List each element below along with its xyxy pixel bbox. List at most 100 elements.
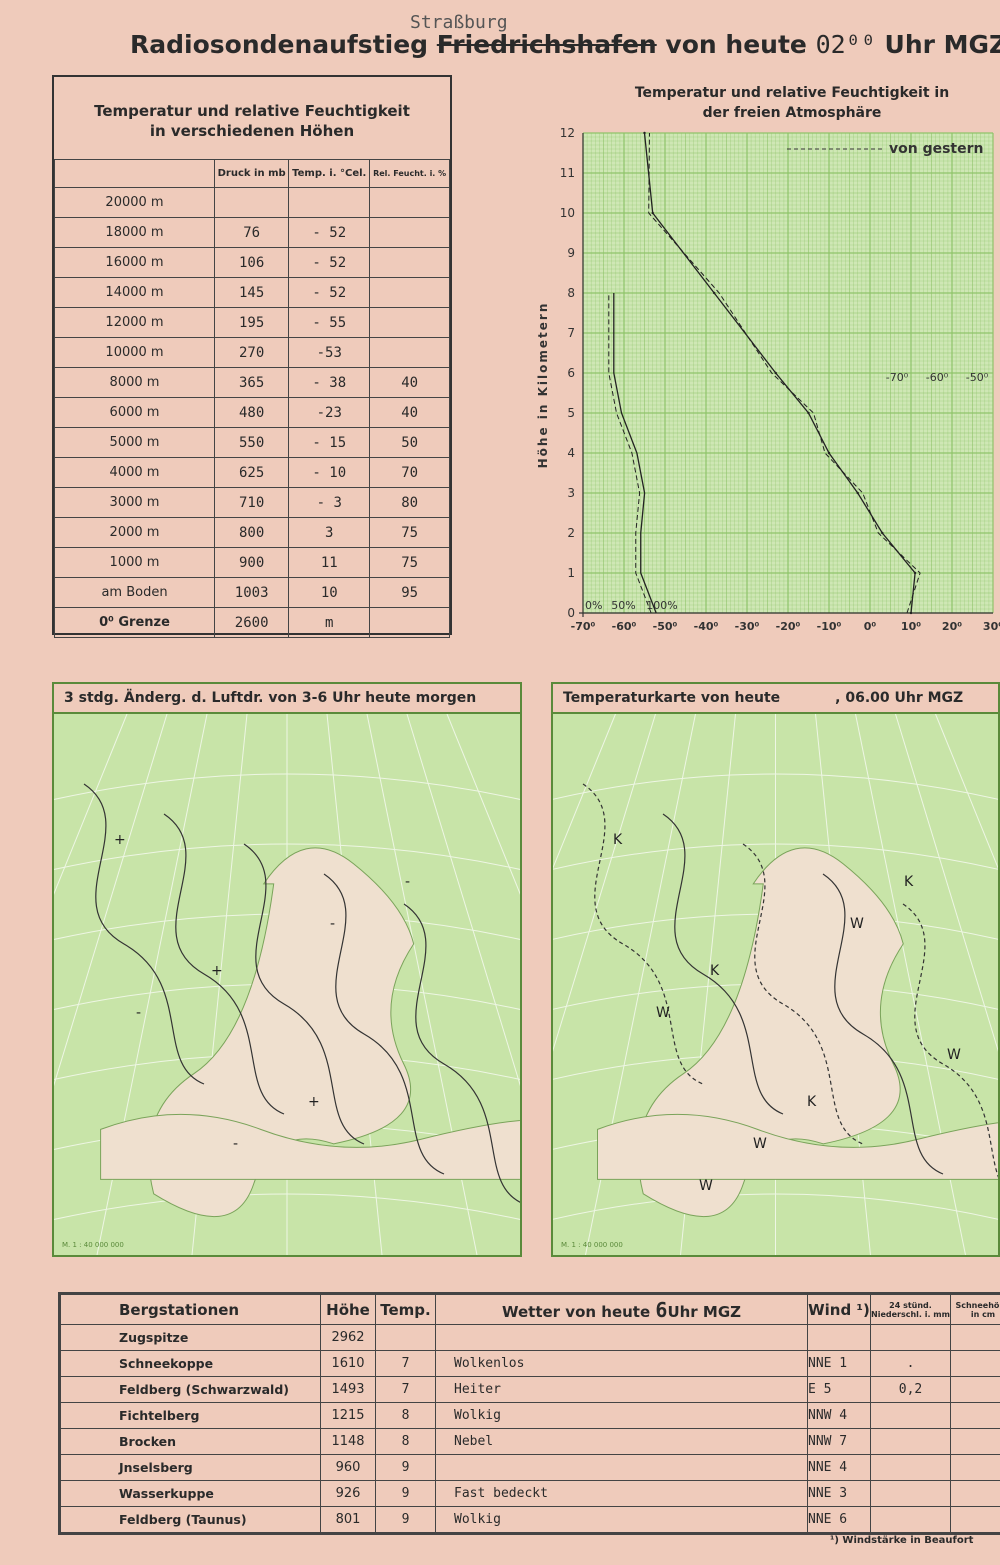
precip-cell <box>870 1324 951 1351</box>
weather-header: Wetter von heute <box>501 1302 651 1321</box>
longitude-line <box>553 713 656 1052</box>
station-name: Feldberg (Schwarzwald) <box>60 1376 321 1403</box>
weather-time-suffix: Uhr MGZ <box>667 1302 742 1321</box>
col-height: Höhe <box>320 1294 376 1325</box>
map-scale: M. 1 : 40 000 000 <box>561 1241 623 1249</box>
snow-cell <box>950 1324 1000 1351</box>
temp-cell: - 52 <box>288 247 371 278</box>
weather-cell: Wolkig <box>435 1402 808 1429</box>
temperature-point <box>827 451 831 455</box>
chart-title: Temperatur und relative Feuchtigkeit in … <box>634 85 950 121</box>
table-row: Jnselsberg 960 9 NNE 4 <box>60 1454 1000 1481</box>
wind-cell: NNE 4 <box>807 1454 871 1481</box>
station-name: Brocken <box>60 1428 321 1455</box>
page-title: Radiosondenaufstieg Friedrichshafen von … <box>130 30 1000 59</box>
radiosonde-table: Temperatur und relative Feuchtigkeit in … <box>52 75 452 638</box>
precip-cell <box>870 1402 951 1429</box>
y-tick-label: 10 <box>560 206 575 220</box>
wind-cell: NNE 3 <box>807 1480 871 1507</box>
station-name: Wasserkuppe <box>60 1480 321 1507</box>
pressure-cell: 710 <box>213 487 290 518</box>
struck-station: Friedrichshafen <box>436 30 657 59</box>
y-axis-label: Höhe in Kilometern <box>536 302 550 469</box>
y-tick-label: 6 <box>567 366 575 380</box>
isoline <box>662 813 784 1115</box>
temperature-point <box>651 211 654 215</box>
isoline <box>582 783 704 1085</box>
weather-cell: Nebel <box>435 1428 808 1455</box>
temp-cell: 8 <box>375 1402 436 1429</box>
map-label: - <box>233 1136 238 1152</box>
temperature-point <box>713 291 716 295</box>
pressure-map-svg: + + + - - - - <box>54 713 520 1255</box>
precip-cell: . <box>870 1350 951 1377</box>
pressure-map-title: 3 stdg. Änderg. d. Luftdr. von 3-6 Uhr h… <box>54 684 520 714</box>
precip-cell <box>870 1506 951 1533</box>
y-tick-label: 9 <box>567 246 575 260</box>
snow-cell <box>950 1428 1000 1455</box>
x-tick-label: -10⁰ <box>817 620 842 633</box>
isoline <box>822 873 944 1175</box>
temp-cell: 3 <box>288 517 371 548</box>
table-row: 14000 m 145- 52 <box>54 277 450 308</box>
table-row: Zugspitze 2962 <box>60 1324 1000 1351</box>
longitude-line <box>54 713 128 895</box>
temp-cell <box>288 187 371 218</box>
height-cell: 801 <box>320 1506 376 1533</box>
wind-cell: NNE 1 <box>807 1350 871 1377</box>
humidity-cell: 75 <box>369 547 450 578</box>
snow-cell <box>950 1454 1000 1481</box>
land-mass <box>597 1113 998 1180</box>
x-tick-label: -50⁰ <box>653 620 678 633</box>
table-row: Fichtelberg 1215 8 Wolkig NNW 4 <box>60 1402 1000 1429</box>
y-tick-label: 3 <box>567 486 575 500</box>
humidity-cell <box>369 187 450 218</box>
temp-cell: - 52 <box>288 277 371 308</box>
temp-map-time: , 06.00 Uhr MGZ <box>835 690 964 706</box>
humidity-cell: 80 <box>369 487 450 518</box>
table-row: am Boden 1003 10 95 <box>54 577 450 608</box>
height-cell: 4000 m <box>54 457 215 488</box>
temperature-point <box>643 131 646 135</box>
humidity-tick-label: 50% <box>611 599 635 612</box>
table-row: 18000 m 76- 52 <box>54 217 450 248</box>
weather-cell <box>435 1324 808 1351</box>
station-name: Schneekoppe <box>60 1350 321 1377</box>
temperature-map-title: Temperaturkarte von heute , 06.00 Uhr MGZ <box>553 684 998 714</box>
humidity-cell: 40 <box>369 397 450 428</box>
upper-scale-tick: -60⁰ <box>926 371 949 384</box>
land-mass <box>100 1113 520 1180</box>
zero-line-label: 0⁰ Grenze <box>54 607 215 638</box>
caption-line: Temperatur und relative Feuchtigkeit <box>94 102 410 120</box>
wind-cell: NNE 6 <box>807 1506 871 1533</box>
humidity-cell <box>369 277 450 308</box>
temp-cell: - 3 <box>288 487 371 518</box>
longitude-line <box>54 713 168 1087</box>
humidity-cell: 50 <box>369 427 450 458</box>
snow-cell <box>950 1480 1000 1507</box>
height-cell: 960 <box>320 1454 376 1481</box>
humidity-cell: 40 <box>369 367 450 398</box>
weather-cell: Wolkenlos <box>435 1350 808 1377</box>
y-tick-label: 1 <box>567 566 575 580</box>
station-correction: Straßburg <box>410 12 508 33</box>
height-cell: 1000 m <box>54 547 215 578</box>
height-cell: 1148 <box>320 1428 376 1455</box>
snow-cell <box>950 1402 1000 1429</box>
map-label: W <box>850 916 864 932</box>
col-temp: Temp. <box>375 1294 436 1325</box>
map-label: K <box>904 874 914 890</box>
temperature-point <box>881 531 884 535</box>
title-time: 02⁰⁰ <box>815 30 876 59</box>
title-suffix: Uhr MGZ <box>884 30 1000 59</box>
isoline <box>902 903 998 1178</box>
table-row: 10000 m 270 -53 <box>54 337 450 368</box>
temp-cell: 11 <box>288 547 371 578</box>
height-cell: 12000 m <box>54 307 215 338</box>
temp-cell: 9 <box>375 1480 436 1507</box>
humidity-cell: 95 <box>369 577 450 608</box>
map-label: W <box>656 1005 670 1021</box>
radiosonde-table-caption: Temperatur und relative Feuchtigkeit in … <box>54 77 450 159</box>
height-cell: 10000 m <box>54 337 215 368</box>
height-cell: 18000 m <box>54 217 215 248</box>
